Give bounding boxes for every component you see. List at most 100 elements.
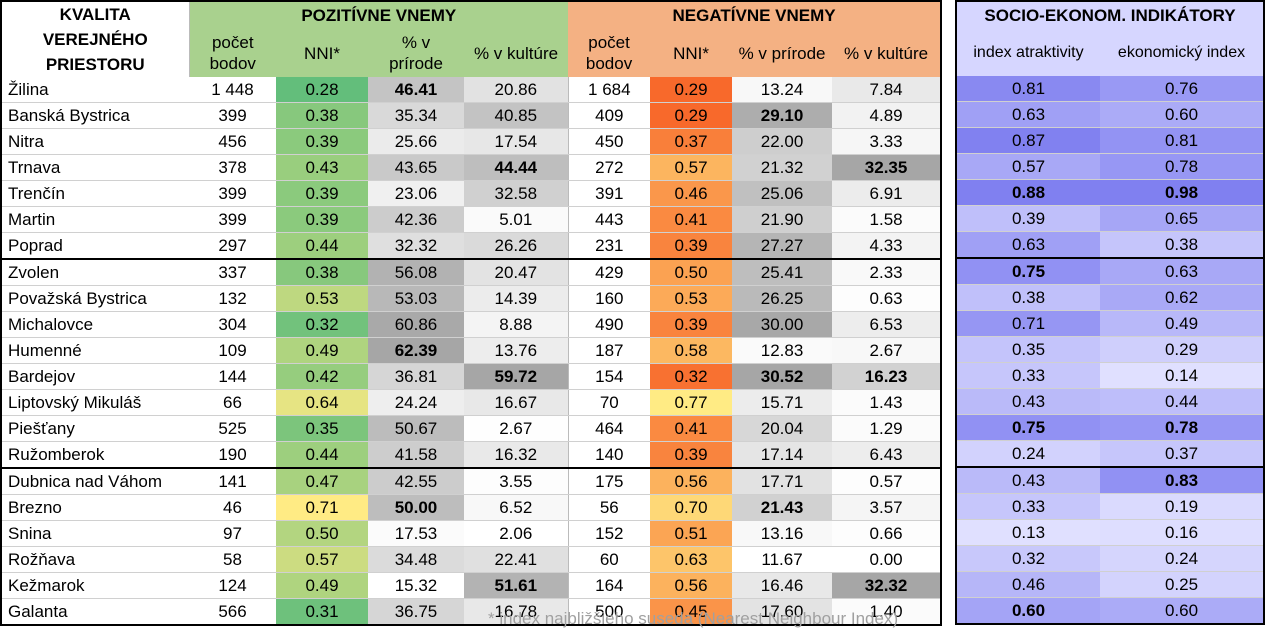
econ-index-cell: 0.98 [1100,179,1265,206]
city-name-cell: Martin [1,206,189,233]
neg-nni-cell: 0.29 [650,102,733,129]
city-name-cell: Žilina [1,77,189,103]
pos-nni-cell: 0.44 [276,441,368,469]
pos-nni-cell: 0.28 [276,77,368,103]
attract-index-cell: 0.81 [956,76,1100,102]
city-name-cell: Liptovský Mikuláš [1,389,189,416]
pos-nni-cell: 0.32 [276,311,368,338]
neg-count-cell: 272 [567,154,651,181]
pos-nni-cell: 0.49 [276,337,368,364]
pos-nature-cell: 50.67 [368,415,464,442]
table-row: Kežmarok 124 0.49 15.32 51.61 164 0.56 16.46 32.… [1,572,942,599]
neg-nature-cell: 26.25 [732,285,833,312]
table-row: 0.63 0.38 [956,231,1265,259]
neg-culture-cell: 1.43 [832,389,942,416]
socio-table: SOCIO-EKONOM. INDIKÁTORY index atraktivi… [955,0,1265,625]
city-name-cell: Ružomberok [1,441,189,469]
pos-culture-header: % v kultúre [464,29,569,77]
neg-culture-header: % v kultúre [832,29,942,77]
table-row: 0.43 0.44 [956,388,1265,415]
kvalita-header: KVALITA VEREJNÉHO PRIESTORU [1,1,190,77]
neg-count-cell: 231 [567,232,651,260]
neg-count-cell: 500 [567,598,651,626]
pos-nature-cell: 41.58 [368,441,464,469]
pos-nature-cell: 56.08 [368,258,464,286]
neg-nature-cell: 22.00 [732,128,833,155]
neg-nature-cell: 29.10 [732,102,833,129]
pos-culture-cell: 3.55 [464,467,569,495]
pos-count-cell: 109 [189,337,276,364]
pos-nni-cell: 0.47 [276,467,368,495]
neg-nni-cell: 0.63 [650,546,733,573]
pos-count-cell: 525 [189,415,276,442]
neg-count-cell: 464 [567,415,651,442]
neg-nature-cell: 17.60 [732,598,833,626]
neg-nature-cell: 17.71 [732,467,833,495]
pos-culture-cell: 20.86 [464,77,569,103]
neg-nni-cell: 0.39 [650,232,733,260]
pos-nature-cell: 42.55 [368,467,464,495]
neg-culture-cell: 4.33 [832,232,942,260]
pos-nni-cell: 0.35 [276,415,368,442]
neg-culture-cell: 1.58 [832,206,942,233]
table-row: 0.88 0.98 [956,179,1265,206]
negative-header: NEGATÍVNE VNEMY [568,1,942,30]
table-row: 0.46 0.25 [956,571,1265,598]
neg-nature-cell: 13.24 [732,77,833,103]
attract-index-cell: 0.60 [956,597,1100,625]
pos-count-cell: 58 [189,546,276,573]
attract-index-cell: 0.75 [956,414,1100,441]
econ-index-cell: 0.81 [1100,127,1265,154]
neg-nni-cell: 0.50 [650,258,733,286]
neg-nature-cell: 21.43 [732,494,833,521]
pos-count-cell: 456 [189,128,276,155]
pos-count-cell: 1 448 [189,77,276,103]
table-row: Banská Bystrica 399 0.38 35.34 40.85 409 0.29 2… [1,102,942,129]
neg-count-cell: 60 [567,546,651,573]
pos-culture-cell: 51.61 [464,572,569,599]
table-row: Brezno 46 0.71 50.00 6.52 56 0.70 21.43 3.57 [1,494,942,521]
neg-culture-cell: 0.63 [832,285,942,312]
pos-nni-cell: 0.57 [276,546,368,573]
pos-count-cell: 46 [189,494,276,521]
econ-index-cell: 0.24 [1100,545,1265,572]
attract-index-cell: 0.87 [956,127,1100,154]
pos-culture-cell: 16.32 [464,441,569,469]
table-row: 0.38 0.62 [956,284,1265,311]
table-row: Trnava 378 0.43 43.65 44.44 272 0.57 21.32 32.35 [1,154,942,181]
pos-count-cell: 297 [189,232,276,260]
table-row: 0.60 0.60 [956,597,1265,625]
econ-index-cell: 0.29 [1100,336,1265,363]
attract-index-cell: 0.63 [956,101,1100,128]
neg-culture-cell: 2.67 [832,337,942,364]
attract-index-cell: 0.33 [956,493,1100,520]
city-name-cell: Banská Bystrica [1,102,189,129]
table-row: 0.71 0.49 [956,310,1265,337]
neg-nni-cell: 0.41 [650,206,733,233]
neg-count-cell: 56 [567,494,651,521]
neg-nni-header: NNI* [650,29,733,77]
city-name-cell: Humenné [1,337,189,364]
table-row: 0.39 0.65 [956,205,1265,232]
pos-nni-cell: 0.53 [276,285,368,312]
pos-count-cell: 399 [189,102,276,129]
neg-culture-cell: 7.84 [832,77,942,103]
table-row: Humenné 109 0.49 62.39 13.76 187 0.58 12.83 2.67 [1,337,942,364]
pos-culture-cell: 5.01 [464,206,569,233]
pos-culture-cell: 59.72 [464,363,569,390]
neg-culture-cell: 1.29 [832,415,942,442]
pos-nature-cell: 36.75 [368,598,464,626]
neg-culture-cell: 0.00 [832,546,942,573]
quality-table: KVALITA VEREJNÉHO PRIESTORU POZITÍVNE VN… [0,0,943,626]
table-row: Martin 399 0.39 42.36 5.01 443 0.41 21.90 1.58 [1,206,942,233]
neg-nature-cell: 20.04 [732,415,833,442]
city-name-cell: Brezno [1,494,189,521]
pos-count-header: počet bodov [189,29,276,77]
attract-index-cell: 0.35 [956,336,1100,363]
neg-nature-cell: 11.67 [732,546,833,573]
neg-culture-cell: 16.23 [832,363,942,390]
pos-count-cell: 144 [189,363,276,390]
pos-nature-cell: 43.65 [368,154,464,181]
pos-nni-header: NNI* [276,29,368,77]
pos-nni-cell: 0.50 [276,520,368,547]
